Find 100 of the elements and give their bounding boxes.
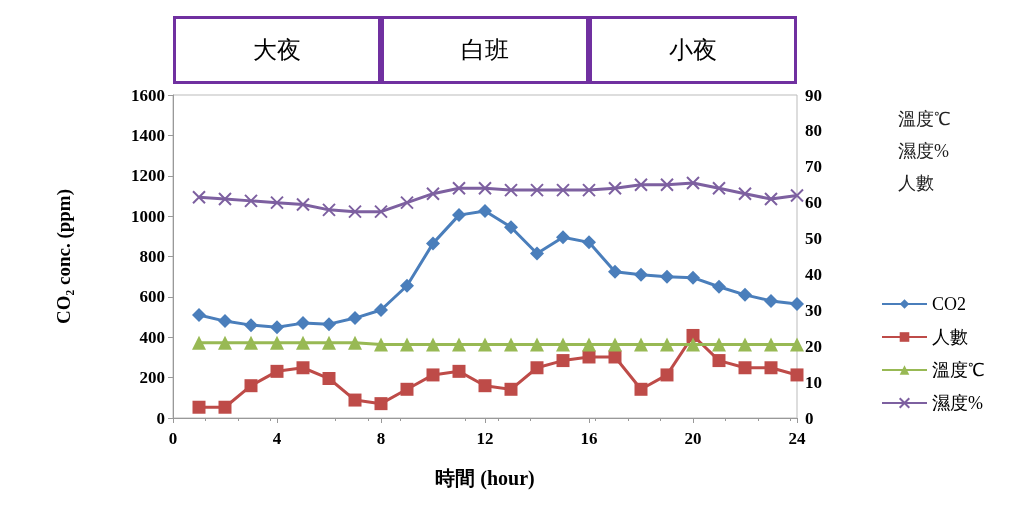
y2-axis-title: 溫度℃ 濕度% 人數 [898, 109, 951, 193]
text: 白班 [461, 37, 509, 63]
point [478, 181, 492, 196]
point [790, 337, 804, 352]
point [270, 335, 284, 350]
text: 小夜 [669, 37, 717, 63]
point [192, 335, 206, 350]
point [322, 202, 336, 217]
point [452, 208, 466, 223]
x-tick-label: 12 [476, 429, 494, 448]
x-tick-label: 4 [272, 429, 282, 448]
y2-tick-label: 70 [805, 157, 822, 177]
point [712, 279, 726, 294]
y-tick-label: 800 [139, 247, 165, 266]
y-tick-label: 0 [156, 408, 165, 428]
point [686, 270, 700, 285]
point [608, 181, 622, 196]
point [504, 220, 518, 235]
point [348, 311, 362, 326]
point [374, 204, 388, 219]
point [582, 235, 596, 250]
y2-tick-label: 50 [805, 229, 822, 249]
point [296, 335, 310, 350]
y-tick-label: 600 [139, 287, 165, 307]
point [426, 236, 440, 251]
point [296, 197, 310, 212]
point [426, 337, 440, 352]
point [322, 372, 336, 386]
point [348, 393, 362, 407]
point [270, 320, 284, 335]
point [712, 181, 726, 196]
point [400, 278, 414, 293]
point [556, 183, 570, 198]
point [530, 361, 544, 375]
point [764, 337, 778, 352]
y2-tick-label: 80 [805, 121, 822, 141]
y-tick-label: 400 [139, 327, 165, 347]
point [556, 354, 570, 368]
point [634, 267, 648, 282]
point [582, 350, 596, 364]
y2-tick-label: 10 [805, 372, 822, 392]
point [608, 350, 622, 364]
point [348, 335, 362, 350]
point [478, 204, 492, 219]
y-tick-label: 1200 [131, 166, 165, 186]
point [738, 361, 752, 375]
point [296, 316, 310, 331]
point [738, 287, 752, 302]
point [296, 361, 310, 375]
point [504, 382, 518, 396]
point [634, 382, 648, 396]
x-tick-label: 8 [376, 429, 386, 448]
text: 大夜 [253, 37, 301, 63]
x-axis-title: 時間 (hour) [435, 467, 535, 490]
legend-label: 濕度% [932, 393, 983, 413]
point [530, 246, 544, 261]
point [218, 400, 232, 414]
point [192, 400, 206, 414]
point [790, 296, 804, 311]
point [686, 337, 700, 352]
point [582, 337, 596, 352]
point [712, 337, 726, 352]
point [348, 204, 362, 219]
point [764, 192, 778, 207]
point [426, 186, 440, 201]
point [400, 337, 414, 352]
y-tick-label: 200 [139, 368, 165, 388]
point [270, 364, 284, 378]
y2-tick-label: 90 [805, 85, 822, 105]
point [504, 337, 518, 352]
point [478, 379, 492, 393]
point [244, 318, 258, 333]
point [686, 175, 700, 190]
point [322, 317, 336, 332]
point [452, 337, 466, 352]
point [192, 190, 206, 205]
y2-tick-label: 40 [805, 264, 822, 284]
point [660, 368, 674, 382]
point [452, 181, 466, 196]
point [400, 382, 414, 396]
point [218, 192, 232, 207]
point [556, 337, 570, 352]
point [218, 314, 232, 329]
point [374, 337, 388, 352]
legend-label: 人數 [932, 327, 968, 347]
point [712, 354, 726, 368]
point [764, 361, 778, 375]
point [660, 337, 674, 352]
x-tick-label: 24 [788, 429, 806, 448]
x-tick-label: 16 [580, 429, 598, 448]
point [322, 335, 336, 350]
y-axis-title: CO₂ conc. (ppm) [53, 189, 75, 324]
y-tick-label: 1400 [131, 125, 165, 145]
point [192, 308, 206, 323]
point [634, 177, 648, 192]
x-tick-label: 20 [684, 429, 702, 448]
y-tick-label: 1000 [131, 206, 165, 226]
point [244, 193, 258, 208]
point [764, 293, 778, 308]
legend-label: 溫度℃ [932, 360, 985, 380]
